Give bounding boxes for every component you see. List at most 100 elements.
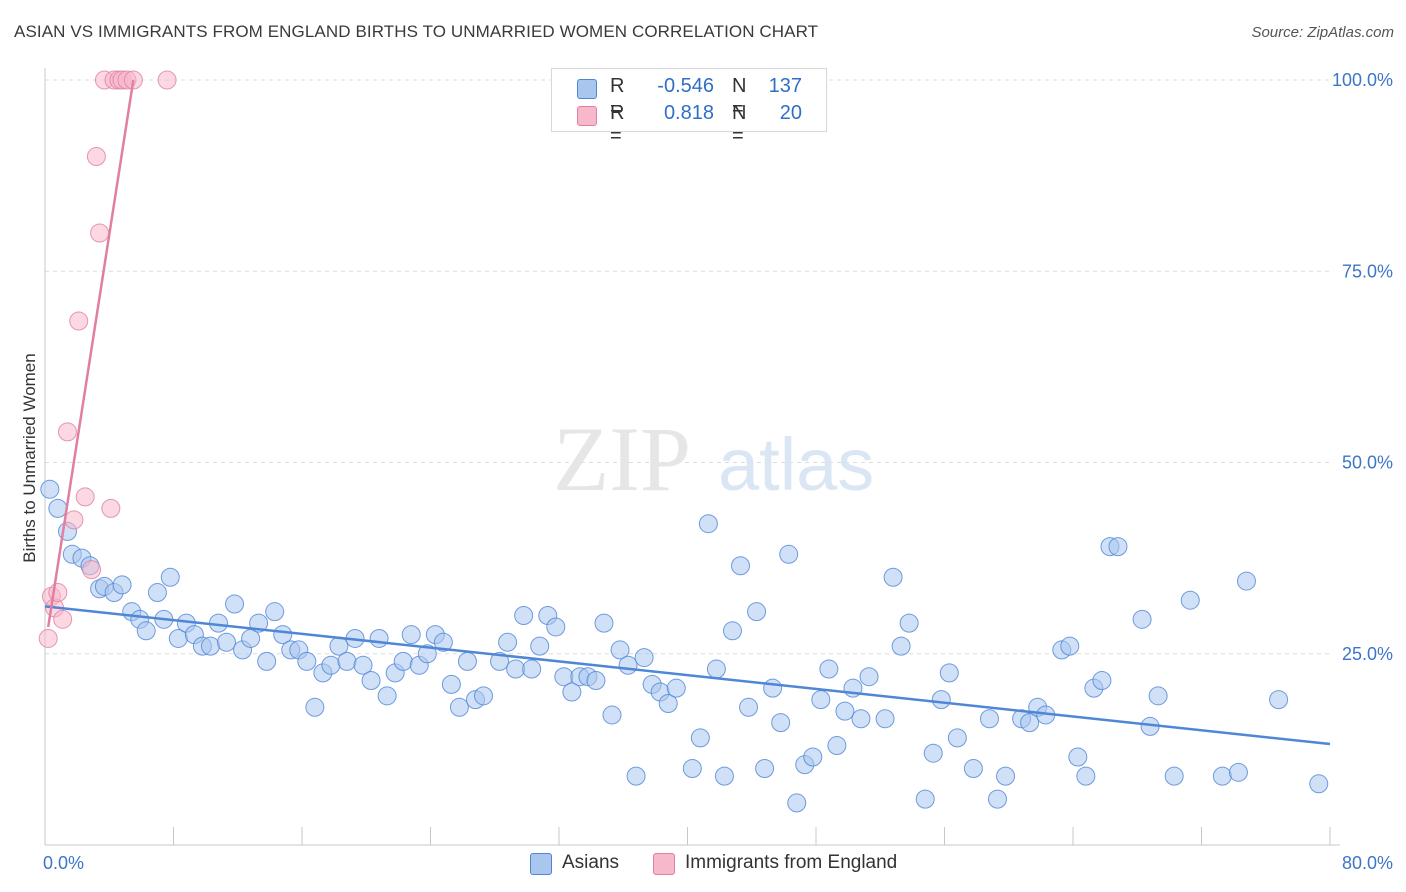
legend-n-label: N =	[732, 102, 747, 147]
asians-point	[827, 736, 847, 756]
y-tick-label: 75.0%	[1342, 261, 1393, 281]
asians-point	[979, 709, 999, 729]
asians-point	[200, 636, 220, 656]
asians-point	[835, 701, 855, 721]
asians-point	[257, 651, 277, 671]
asians-point	[441, 674, 461, 694]
england-point	[64, 510, 84, 530]
asians-point	[851, 709, 871, 729]
y-tick-label: 25.0%	[1342, 644, 1393, 664]
asians-point	[899, 613, 919, 633]
asians-point	[755, 759, 775, 778]
asians-point	[225, 594, 245, 614]
legend-swatch-asians	[577, 79, 597, 99]
legend-n-value: 20	[779, 102, 802, 124]
asians-point	[787, 793, 807, 813]
legend-label-asians: Asians	[562, 852, 620, 873]
asians-point	[433, 632, 453, 652]
asians-point	[706, 659, 726, 679]
asians-point	[618, 655, 638, 675]
asians-point	[714, 766, 734, 786]
asians-point	[883, 567, 903, 587]
trend-lines	[44, 79, 1331, 746]
asians-point	[321, 655, 341, 675]
asians-point	[915, 789, 935, 809]
asians-point	[377, 686, 397, 706]
asians-point	[988, 789, 1008, 809]
asians-point	[297, 651, 317, 671]
asians-point	[457, 651, 477, 671]
legend-r-label: R =	[610, 102, 625, 147]
asians-point	[626, 766, 646, 786]
asians-point	[48, 498, 68, 518]
chart-title: ASIAN VS IMMIGRANTS FROM ENGLAND BIRTHS …	[14, 22, 819, 41]
y-axis-title-group: Births to Unmarried Women	[20, 353, 39, 562]
asians-point	[506, 659, 526, 679]
england-point	[53, 609, 73, 629]
asians-point	[996, 766, 1016, 786]
asians-point	[779, 544, 799, 564]
source-credit: Source: ZipAtlas.com	[1251, 24, 1394, 41]
asians-point	[530, 636, 550, 656]
asians-point	[731, 556, 751, 576]
asians-point	[819, 659, 839, 679]
legend-swatch-asians	[530, 853, 552, 875]
asians-point	[490, 651, 510, 671]
legend-n-value: 137	[768, 75, 802, 97]
watermark: ZIP atlas	[553, 408, 874, 510]
asians-point	[803, 747, 823, 767]
asians-point	[401, 625, 421, 645]
asians-point	[690, 728, 710, 748]
asians-point	[1092, 671, 1112, 691]
england-point	[82, 560, 102, 580]
asians-point	[305, 697, 325, 717]
asians-point	[1020, 713, 1040, 733]
asians-point	[891, 636, 911, 656]
gridlines	[45, 79, 1330, 655]
legend-swatch-england	[577, 106, 597, 126]
asians-point	[112, 575, 132, 595]
asians-point	[393, 651, 413, 671]
asians-point	[634, 648, 654, 668]
asians-point	[739, 697, 759, 717]
asians-point	[666, 678, 686, 698]
asians-point	[546, 617, 566, 637]
asians-point	[1148, 686, 1168, 706]
asians-point	[722, 621, 742, 641]
asians-point	[40, 479, 60, 499]
england-point	[101, 498, 121, 518]
england-point	[69, 311, 89, 331]
asians-point	[698, 514, 718, 534]
asians-point	[562, 682, 582, 702]
asians-point	[875, 709, 895, 729]
y-tick-label: 100.0%	[1332, 70, 1393, 90]
asians-point	[923, 743, 943, 763]
legend-r-value: -0.546	[657, 75, 714, 97]
asians-point	[947, 728, 967, 748]
asians-point	[811, 690, 831, 710]
y-axis-title: Births to Unmarried Women	[20, 353, 39, 562]
watermark-zip: ZIP	[553, 408, 691, 510]
england-point	[38, 628, 58, 648]
asians-point	[682, 759, 702, 778]
england-point	[157, 70, 177, 90]
series-legend: Asians Immigrants from England	[0, 852, 1406, 878]
x-tick-labels: 0.0% 80.0%	[43, 853, 1393, 873]
x-tick-label: 0.0%	[43, 853, 84, 873]
legend-swatch-england	[653, 853, 675, 875]
asians-point	[1068, 747, 1088, 767]
asians-point	[1269, 690, 1289, 710]
asians-point	[337, 651, 357, 671]
legend-r-value: 0.818	[663, 102, 714, 124]
asians-point	[610, 640, 630, 660]
y-tick-label: 50.0%	[1342, 453, 1393, 473]
england-point	[57, 422, 77, 442]
asians-point	[658, 693, 678, 713]
asians-point	[449, 697, 469, 717]
asians-point	[859, 667, 879, 687]
asians-point	[1164, 766, 1184, 786]
asians-point	[1076, 766, 1096, 786]
legend-n-label: N =	[732, 75, 747, 120]
series-england	[38, 70, 177, 648]
asians-point	[160, 567, 180, 587]
